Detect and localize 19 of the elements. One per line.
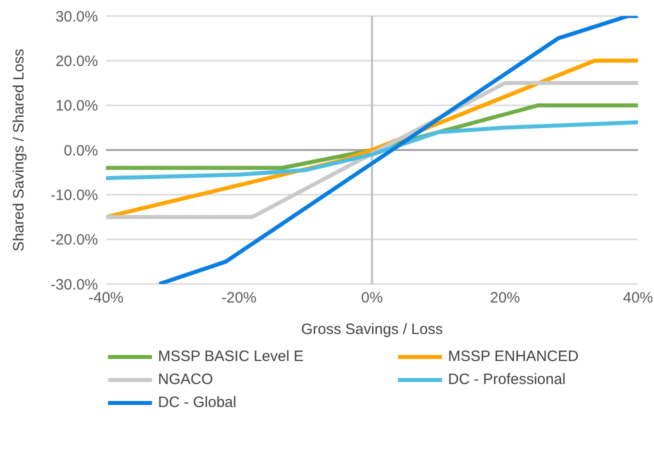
x-tick-label: 20% (490, 290, 520, 307)
y-tick-label: 10.0% (55, 98, 98, 115)
y-tick-label: -20.0% (50, 232, 98, 249)
y-tick-label: -10.0% (50, 186, 98, 204)
x-axis-title: Gross Savings / Loss (301, 321, 443, 338)
y-tick-label: 20.0% (55, 52, 98, 70)
legend-label: MSSP BASIC Level E (158, 348, 304, 365)
y-axis-title: Shared Savings / Shared Loss (10, 48, 28, 252)
y-tick-label: 30.0% (55, 8, 98, 26)
y-tick-label: 0.0% (64, 142, 98, 160)
line-series (157, 16, 638, 284)
legend-label: DC - Global (158, 394, 236, 411)
legend-label: NGACO (158, 371, 214, 388)
x-tick-label: 0% (361, 290, 383, 307)
x-tick-label: 40% (622, 290, 654, 307)
legend-label: DC - Professional (448, 371, 566, 388)
legend-label: MSSP ENHANCED (448, 348, 579, 365)
x-tick-label: -20% (221, 290, 257, 307)
line-series (106, 120, 638, 180)
